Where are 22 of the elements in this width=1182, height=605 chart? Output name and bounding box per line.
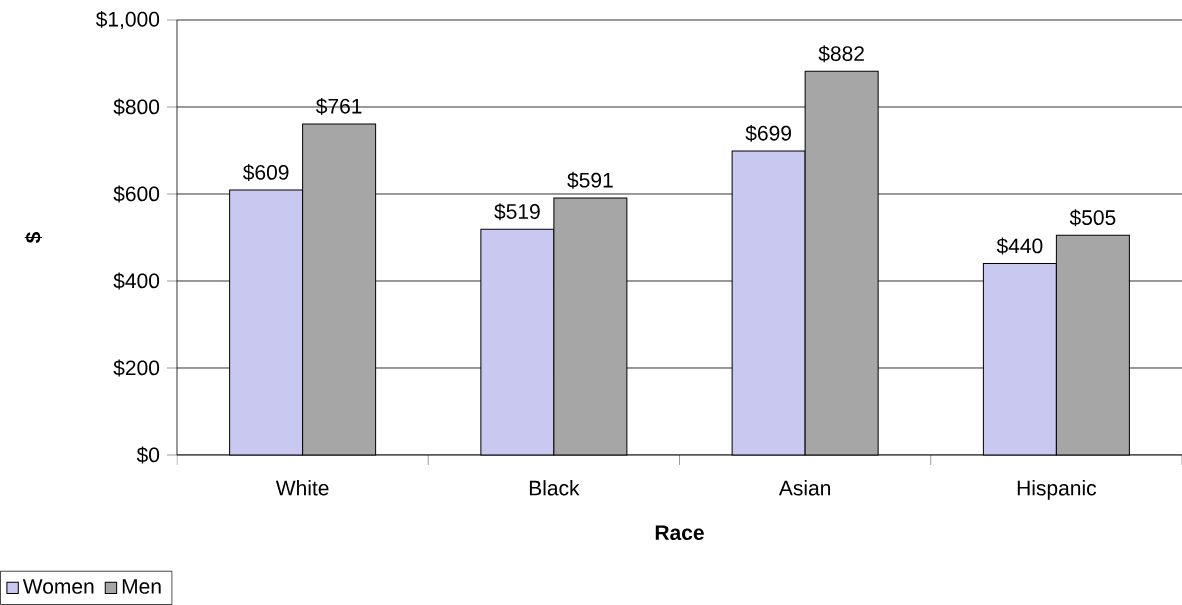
- y-tick-label: $1,000: [95, 10, 160, 30]
- data-label: $609: [242, 164, 289, 181]
- data-label: $882: [818, 45, 864, 63]
- y-tick-label: $400: [113, 272, 160, 290]
- x-tick-label: Black: [529, 480, 580, 496]
- data-label: $440: [996, 237, 1043, 255]
- y-tick-label: $0: [136, 446, 160, 464]
- data-label: $505: [1069, 209, 1116, 227]
- y-axis-title: $: [24, 231, 42, 244]
- data-label: $591: [567, 171, 613, 189]
- y-tick-label: $200: [113, 359, 160, 377]
- data-label: $519: [494, 203, 540, 221]
- x-tick-label: Hispanic: [1017, 480, 1097, 500]
- data-label: $761: [315, 97, 362, 115]
- x-tick-label: Asian: [778, 480, 831, 496]
- x-tick-label: White: [275, 480, 329, 496]
- legend-label: Women: [22, 579, 94, 594]
- data-label: $699: [745, 124, 791, 142]
- legend-label: Men: [122, 579, 161, 594]
- y-tick-label: $600: [113, 185, 160, 203]
- x-axis-title: Race: [655, 525, 704, 541]
- y-tick-label: $800: [113, 98, 160, 116]
